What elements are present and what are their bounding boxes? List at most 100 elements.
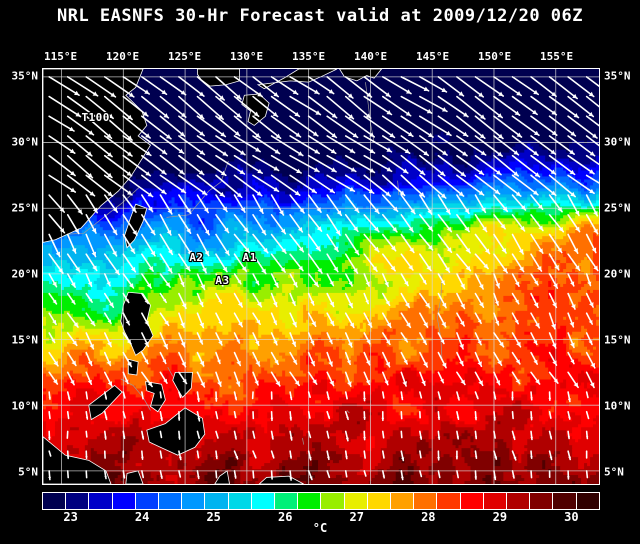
wind-vector-head xyxy=(516,90,522,96)
wind-vector xyxy=(585,76,599,88)
wind-vector-head xyxy=(474,417,478,420)
wind-vector-head xyxy=(110,92,116,97)
wind-vector-head xyxy=(140,456,144,460)
wind-vector-head xyxy=(91,251,97,257)
wind-vector xyxy=(122,76,151,95)
lon-tick-145: 145°E xyxy=(416,50,450,63)
wind-vector xyxy=(511,95,538,116)
wind-vector xyxy=(381,115,414,138)
wind-vector-head xyxy=(462,131,468,137)
wind-vector-head xyxy=(568,456,572,460)
wind-vector-head xyxy=(75,266,80,272)
wind-vector-head xyxy=(571,304,576,310)
wind-vector-head xyxy=(493,396,497,399)
wind-vector-head xyxy=(592,133,598,138)
wind-vector-head xyxy=(533,302,539,308)
wind-vector-head xyxy=(363,417,366,420)
wind-vector xyxy=(252,154,280,172)
wind-vector-head xyxy=(145,171,151,176)
wind-vector-head xyxy=(441,321,446,327)
wind-vector xyxy=(85,154,113,179)
wind-vector xyxy=(474,135,504,157)
wind-vector-head xyxy=(354,249,359,255)
wind-vector-head xyxy=(220,131,226,137)
wind-vector-head xyxy=(215,456,218,459)
wind-vector-head xyxy=(512,475,515,478)
wind-vector-head xyxy=(132,230,137,236)
wind-vector-head xyxy=(589,169,595,174)
wind-vector-head xyxy=(550,169,556,175)
wind-vector-head xyxy=(160,169,166,175)
wind-vector xyxy=(474,76,505,97)
wind-vector xyxy=(363,450,366,459)
wind-vector xyxy=(103,135,133,157)
wind-vector-head xyxy=(199,301,204,307)
wind-vector xyxy=(511,154,541,178)
wind-vector-head xyxy=(479,302,484,308)
lat-tick-right-35: 35°N xyxy=(604,69,631,83)
wind-vector xyxy=(215,430,219,439)
wind-vector-head xyxy=(234,436,237,439)
wind-vector-head xyxy=(71,360,76,366)
wind-vector xyxy=(215,95,242,119)
wind-vector-head xyxy=(445,267,450,273)
wind-vector xyxy=(493,135,520,156)
wind-vector-head xyxy=(495,320,500,325)
wind-vector-head xyxy=(423,86,429,91)
wind-vector-head xyxy=(244,247,250,253)
wind-vector-head xyxy=(237,279,241,284)
wind-vector xyxy=(307,154,337,173)
wind-vector-head xyxy=(463,112,468,117)
wind-vector-head xyxy=(588,91,594,97)
wind-vector-head xyxy=(123,436,126,439)
wind-vector-head xyxy=(165,134,171,139)
landmass xyxy=(197,69,240,87)
wind-vector-head xyxy=(295,132,301,137)
wind-vector-head xyxy=(386,110,392,115)
wind-vector-head xyxy=(478,92,484,97)
wind-vector-head xyxy=(218,114,224,120)
sst-map-plot[interactable]: T100 A1 A2 A3 xyxy=(42,68,600,485)
wind-vector-head xyxy=(270,417,274,421)
wind-vector-head xyxy=(181,361,186,367)
wind-vector-head xyxy=(178,148,184,154)
wind-vector-head xyxy=(281,248,286,254)
wind-vector xyxy=(233,115,261,139)
wind-vector-head xyxy=(273,166,279,171)
wind-vector-head xyxy=(365,281,370,287)
wind-vector-head xyxy=(163,343,168,349)
wind-vector-head xyxy=(160,417,163,421)
wind-vector-head xyxy=(456,416,460,420)
wind-vector xyxy=(141,76,168,96)
wind-vector-head xyxy=(222,206,228,212)
wind-vector-head xyxy=(257,168,263,174)
wind-vector xyxy=(363,470,367,477)
wind-vector xyxy=(307,410,311,419)
wind-vector-head xyxy=(198,113,204,119)
wind-vector-head xyxy=(316,226,322,232)
wind-vector xyxy=(456,95,486,120)
colorbar-segment xyxy=(414,493,438,509)
wind-vector xyxy=(344,135,376,154)
wind-vector xyxy=(548,174,576,198)
wind-vector-head xyxy=(144,341,149,347)
wind-vector xyxy=(66,154,94,179)
wind-vector-head xyxy=(199,339,203,344)
wind-vector-head xyxy=(163,378,167,384)
wind-vector-head xyxy=(591,247,597,253)
colorbar-tick-25: 25 xyxy=(206,510,221,524)
wind-vector-head xyxy=(389,132,395,138)
lon-tick-155: 155°E xyxy=(540,50,574,63)
wind-vector-head xyxy=(89,343,94,349)
colorbar[interactable] xyxy=(42,492,600,510)
wind-vector-head xyxy=(558,226,564,232)
wind-vector-head xyxy=(48,436,51,440)
colorbar-segment xyxy=(553,493,577,509)
wind-vector-head xyxy=(73,322,78,328)
wind-vector-head xyxy=(366,339,371,344)
wind-vector-head xyxy=(328,89,334,94)
wind-vector xyxy=(511,135,539,156)
wind-vector-head xyxy=(253,455,257,458)
wind-vector-head xyxy=(374,246,379,252)
wind-vector-head xyxy=(217,381,222,387)
